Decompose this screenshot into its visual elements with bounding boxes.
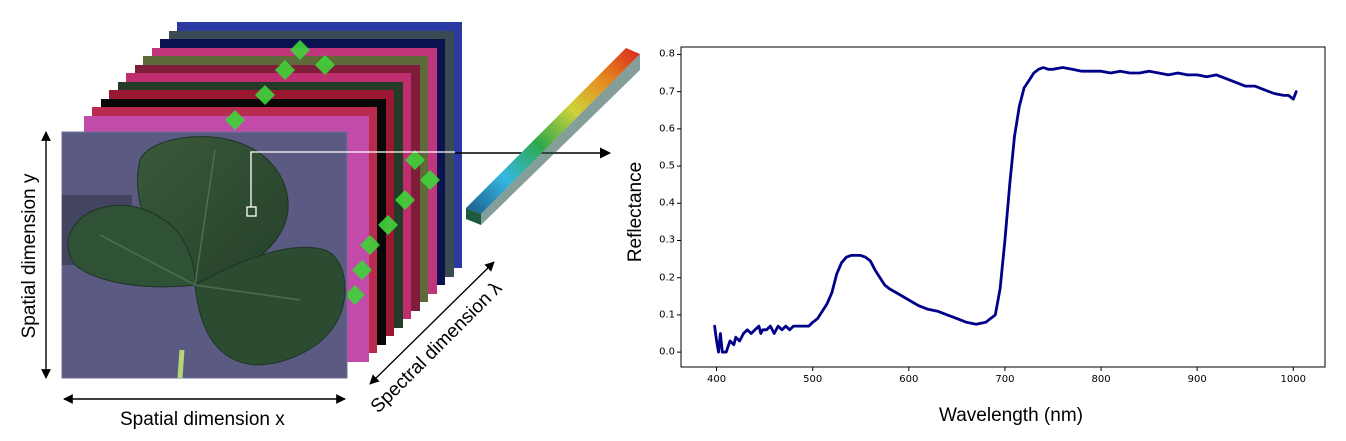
reflectance-chart (677, 46, 1326, 371)
band-highlights (225, 40, 440, 305)
x-tick-label: 400 (707, 374, 727, 385)
x-tick-label: 1000 (1280, 374, 1306, 385)
x-tick-label: 800 (1091, 374, 1111, 385)
hyperspectral-cube (61, 22, 462, 379)
x-axis-label: Wavelength (nm) (939, 405, 1083, 426)
x-tick-label: 600 (899, 374, 919, 385)
spectral-bar (466, 48, 640, 225)
x-tick-label: 900 (1187, 374, 1207, 385)
y-tick-label: 0.1 (659, 309, 675, 321)
y-axis-label: Reflectance (625, 161, 646, 263)
spectral-bar-end (466, 208, 481, 225)
pixel-leader-line (250, 151, 455, 207)
plot-area (680, 46, 1326, 368)
y-tick-label: 0.4 (659, 197, 675, 209)
y-tick-label: 0.2 (659, 272, 675, 284)
spatial-x-label: Spatial dimension x (120, 409, 285, 430)
y-tick-label: 0.6 (659, 123, 675, 135)
y-tick-label: 0.3 (659, 234, 675, 246)
y-tick-label: 0.5 (659, 160, 675, 172)
spatial-y-label: Spatial dimension y (19, 173, 40, 339)
spectral-bar-side (481, 54, 640, 225)
y-tick-label: 0.7 (659, 86, 675, 98)
x-tick-label: 500 (803, 374, 823, 385)
reflectance-series-line (713, 66, 1298, 354)
spectral-lambda-arrow (369, 261, 495, 385)
y-tick-label: 0.0 (659, 346, 675, 358)
y-ticks (677, 53, 681, 353)
x-tick-label: 700 (995, 374, 1015, 385)
y-tick-label: 0.8 (659, 48, 675, 60)
x-ticks (716, 367, 1294, 371)
spectral-bar-top (466, 48, 640, 214)
